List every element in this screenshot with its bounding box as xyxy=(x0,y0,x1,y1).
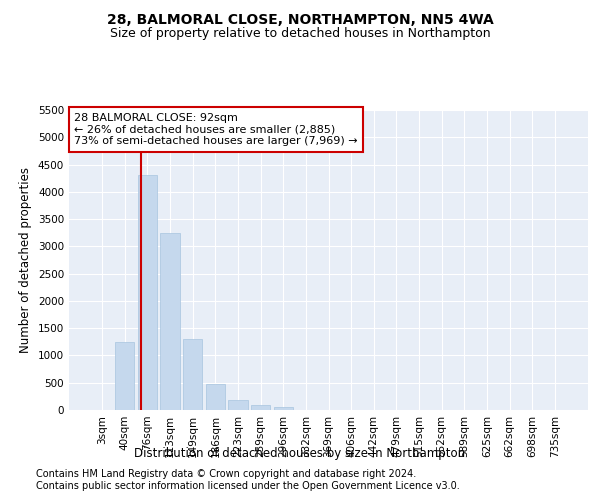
Bar xyxy=(229,400,248,410)
Text: Contains HM Land Registry data © Crown copyright and database right 2024.: Contains HM Land Registry data © Crown c… xyxy=(36,469,416,479)
Text: 28 BALMORAL CLOSE: 92sqm
← 26% of detached houses are smaller (2,885)
73% of sem: 28 BALMORAL CLOSE: 92sqm ← 26% of detach… xyxy=(74,113,358,146)
Bar xyxy=(274,406,293,410)
Y-axis label: Number of detached properties: Number of detached properties xyxy=(19,167,32,353)
Text: 28, BALMORAL CLOSE, NORTHAMPTON, NN5 4WA: 28, BALMORAL CLOSE, NORTHAMPTON, NN5 4WA xyxy=(107,12,493,26)
Bar xyxy=(115,342,134,410)
Bar xyxy=(183,339,202,410)
Bar xyxy=(160,232,180,410)
Bar xyxy=(138,176,157,410)
Bar xyxy=(206,384,225,410)
Text: Size of property relative to detached houses in Northampton: Size of property relative to detached ho… xyxy=(110,28,490,40)
Text: Distribution of detached houses by size in Northampton: Distribution of detached houses by size … xyxy=(134,448,466,460)
Text: Contains public sector information licensed under the Open Government Licence v3: Contains public sector information licen… xyxy=(36,481,460,491)
Bar xyxy=(251,404,270,410)
